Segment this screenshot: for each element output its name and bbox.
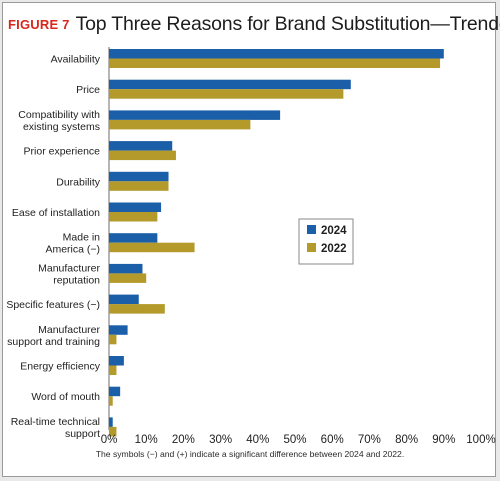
category-label: Real-time technical support [11, 416, 100, 440]
category-label: Price [76, 84, 100, 96]
x-tick-label: 20% [172, 434, 195, 446]
x-tick-label: 100% [466, 434, 495, 446]
category-label: Durability [56, 176, 101, 188]
x-tick-label: 0% [101, 434, 118, 446]
figure-label: FIGURE 7 [8, 16, 70, 32]
bar-2022 [109, 304, 165, 314]
bar-2022 [109, 334, 117, 345]
category-label: Manufacturer support and training [7, 324, 100, 348]
bar-2022 [109, 273, 147, 283]
bar-2024 [109, 263, 143, 274]
x-tick-label: 10% [135, 434, 158, 446]
bar-2022 [109, 426, 117, 437]
x-tick-label: 70% [358, 434, 381, 446]
x-tick-label: 40% [246, 434, 269, 446]
bar-2024 [109, 417, 113, 427]
bar-2024 [109, 386, 121, 397]
bar-2024 [109, 110, 281, 120]
bar-2022 [109, 365, 117, 375]
bar-2022 [109, 212, 158, 222]
bar-2022 [109, 242, 195, 253]
footnote: The symbols (−) and (+) indicate a signi… [95, 449, 405, 459]
category-label: Availability [51, 54, 101, 66]
chart-title: Top Three Reasons for Brand Substitution… [75, 12, 500, 35]
category-label: Energy efficiency [20, 361, 101, 373]
bar-2024 [109, 356, 124, 366]
title-row: FIGURE 7 Top Three Reasons for Brand Sub… [8, 10, 500, 38]
category-label: Word of mouth [31, 391, 100, 403]
bar-2022 [109, 150, 176, 161]
bar-2022 [109, 396, 113, 406]
bar-2024 [109, 233, 158, 243]
category-label: Manufacturer reputation [38, 262, 100, 286]
category-label: Prior experience [24, 146, 101, 158]
legend-swatch-2022 [307, 243, 316, 252]
category-label: Specific features (−) [6, 299, 100, 311]
x-tick-label: 90% [432, 434, 455, 446]
x-tick-label: 50% [283, 434, 306, 446]
bar-2024 [109, 294, 139, 305]
bar-2024 [109, 202, 162, 212]
bar-2024 [109, 49, 444, 59]
x-tick-label: 30% [209, 434, 232, 446]
bar-2024 [109, 171, 169, 182]
bar-2022 [109, 58, 441, 68]
category-label: Compatibility with existing systems [18, 109, 100, 133]
bar-2024 [109, 325, 128, 335]
bar-2022 [109, 181, 169, 191]
bar-2022 [109, 119, 251, 130]
category-label: Ease of installation [12, 207, 100, 219]
legend-label-2022: 2022 [321, 243, 347, 255]
legend-swatch-2024 [307, 225, 316, 234]
category-label: Made in America (−) [45, 232, 100, 256]
x-tick-label: 80% [395, 434, 418, 446]
bar-2024 [109, 141, 173, 151]
legend-label-2024: 2024 [321, 225, 347, 237]
bar-2024 [109, 79, 351, 90]
bar-2022 [109, 89, 344, 99]
x-tick-label: 60% [321, 434, 344, 446]
